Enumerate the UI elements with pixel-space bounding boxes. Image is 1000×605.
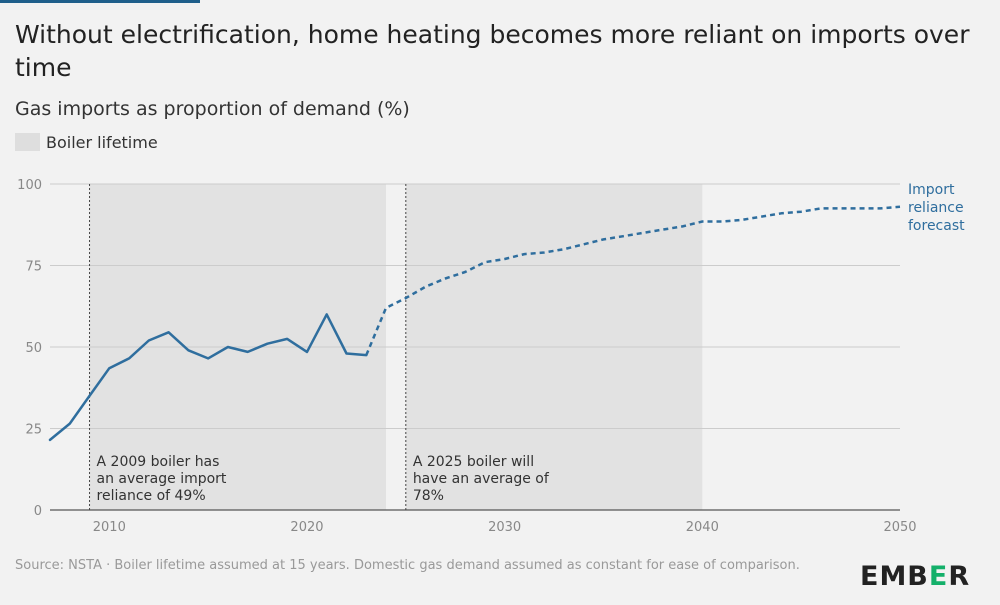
y-tick-label-100: 100 xyxy=(17,178,42,193)
logo-accent: E xyxy=(928,561,949,592)
series-historical xyxy=(48,313,368,442)
y-tick-label-0: 0 xyxy=(34,504,42,519)
legend-swatch xyxy=(15,133,40,151)
annotation-2009-line-1: A 2009 boiler has xyxy=(97,454,220,470)
source-note: Source: NSTA · Boiler lifetime assumed a… xyxy=(15,558,800,573)
x-tick-label-2050: 2050 xyxy=(883,520,916,535)
forecast-series-label-line-3: forecast xyxy=(908,218,965,234)
logo-suffix: R xyxy=(948,561,971,592)
annotation-2025-line-1: A 2025 boiler will xyxy=(413,454,534,470)
x-tick-label-2030: 2030 xyxy=(488,520,521,535)
series-forecast: Import reliance forecast xyxy=(365,182,965,356)
annotation-2025-line-3: 78% xyxy=(413,488,444,504)
x-tick-label-2040: 2040 xyxy=(686,520,719,535)
annotation-2009-line-3: reliance of 49% xyxy=(97,488,206,504)
forecast-line xyxy=(365,205,901,356)
historical-line xyxy=(48,313,368,442)
y-tick-label-75: 75 xyxy=(25,260,42,275)
annotation-2025-line-2: have an average of xyxy=(413,471,550,487)
y-tick-label-25: 25 xyxy=(25,423,42,438)
annotation-2025: A 2025 boiler will have an average of 78% xyxy=(413,454,550,504)
x-tick-label-2010: 2010 xyxy=(93,520,126,535)
forecast-series-label-line-2: reliance xyxy=(908,200,964,216)
chart-subtitle: Gas imports as proportion of demand (%) xyxy=(15,98,410,120)
x-tick-label-2020: 2020 xyxy=(290,520,323,535)
forecast-series-label-line-1: Import xyxy=(908,182,955,198)
y-tick-label-50: 50 xyxy=(25,341,42,356)
chart-title: Without electrification, home heating be… xyxy=(15,20,970,82)
brand-accent-bar xyxy=(0,0,200,3)
annotation-2009-line-2: an average import xyxy=(97,471,227,487)
legend: Boiler lifetime xyxy=(15,131,158,153)
legend-label: Boiler lifetime xyxy=(46,132,158,152)
ember-logo: EMBER xyxy=(860,561,970,592)
logo-prefix: EMB xyxy=(860,561,929,592)
annotation-2009: A 2009 boiler has an average import relian… xyxy=(97,454,227,504)
forecast-series-label: Import reliance forecast xyxy=(908,182,965,234)
